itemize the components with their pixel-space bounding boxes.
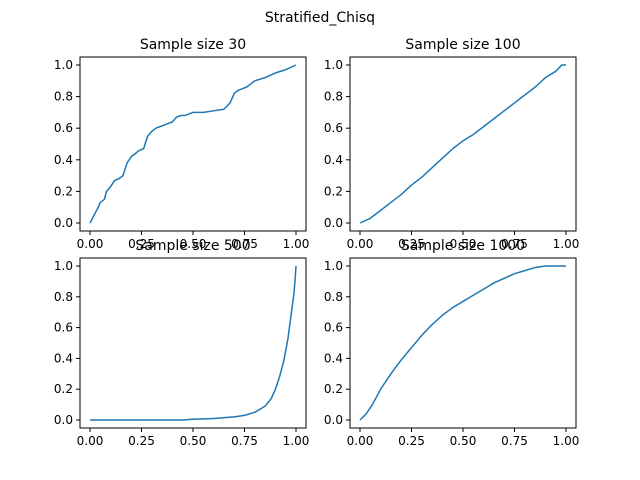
x-tick-label: 0.50 (450, 434, 477, 448)
x-tick-label: 1.00 (283, 237, 310, 251)
x-tick-label: 0.25 (128, 434, 155, 448)
y-tick-label: 1.0 (324, 58, 343, 72)
y-tick-label: 0.6 (324, 121, 343, 135)
x-tick-label: 0.00 (77, 434, 104, 448)
y-tick-label: 0.0 (54, 216, 73, 230)
y-tick-label: 0.6 (324, 321, 343, 335)
figure-suptitle: Stratified_Chisq (265, 10, 375, 26)
y-tick-label: 0.2 (324, 184, 343, 198)
y-tick-label: 0.8 (54, 290, 73, 304)
x-tick-label: 0.75 (501, 434, 528, 448)
series-line (359, 265, 566, 421)
axes-frame (349, 257, 577, 429)
axes-frame (79, 257, 307, 429)
y-tick-label: 0.2 (54, 382, 73, 396)
x-tick-label: 0.00 (77, 237, 104, 251)
y-tick-label: 0.4 (54, 351, 73, 365)
subplot-3: Sample size 500 0.00 0.25 0.50 0.75 1.00 0.0 0.… (54, 238, 309, 448)
x-tick-label: 0.25 (398, 237, 425, 251)
series-line (359, 64, 566, 224)
y-tick-label: 0.4 (324, 153, 343, 167)
subplot-1: Sample size 30 0.00 0.25 0.50 0.75 1.00 0.0 0.2… (54, 37, 309, 251)
x-tick-label: 0.75 (231, 237, 258, 251)
subplot-title: Sample size 1000 (401, 238, 525, 254)
y-tick-label: 0.8 (54, 90, 73, 104)
x-tick-label: 0.00 (347, 237, 374, 251)
subplot-title: Sample size 500 (135, 238, 250, 254)
y-tick-label: 0.6 (54, 121, 73, 135)
y-tick-label: 1.0 (324, 259, 343, 273)
axes-frame (349, 56, 577, 232)
y-tick-label: 0.0 (54, 413, 73, 427)
y-tick-label: 1.0 (54, 58, 73, 72)
axes-frame (79, 56, 307, 232)
x-tick-label: 0.75 (501, 237, 528, 251)
y-tick-label: 1.0 (54, 259, 73, 273)
x-tick-label: 1.00 (283, 434, 310, 448)
x-tick-label: 0.50 (180, 434, 207, 448)
series-line (90, 265, 297, 421)
y-tick-label: 0.0 (324, 413, 343, 427)
y-tick-label: 0.0 (324, 216, 343, 230)
subplot-2: Sample size 100 0.00 0.25 0.50 0.75 1.00 0.0 0.… (324, 37, 579, 251)
x-tick-label: 0.25 (398, 434, 425, 448)
x-tick-label: 0.25 (128, 237, 155, 251)
y-tick-label: 0.6 (54, 321, 73, 335)
y-tick-label: 0.4 (54, 153, 73, 167)
series-line (89, 64, 297, 224)
x-tick-label: 0.00 (347, 434, 374, 448)
x-tick-label: 1.00 (553, 434, 580, 448)
y-tick-label: 0.2 (324, 382, 343, 396)
y-tick-label: 0.2 (54, 184, 73, 198)
subplot-title: Sample size 100 (405, 37, 520, 53)
x-tick-label: 0.50 (450, 237, 477, 251)
x-tick-label: 0.75 (231, 434, 258, 448)
y-tick-label: 0.4 (324, 351, 343, 365)
x-tick-label: 1.00 (553, 237, 580, 251)
subplot-title: Sample size 30 (140, 37, 246, 53)
x-tick-label: 0.50 (180, 237, 207, 251)
y-tick-label: 0.8 (324, 290, 343, 304)
y-tick-label: 0.8 (324, 90, 343, 104)
